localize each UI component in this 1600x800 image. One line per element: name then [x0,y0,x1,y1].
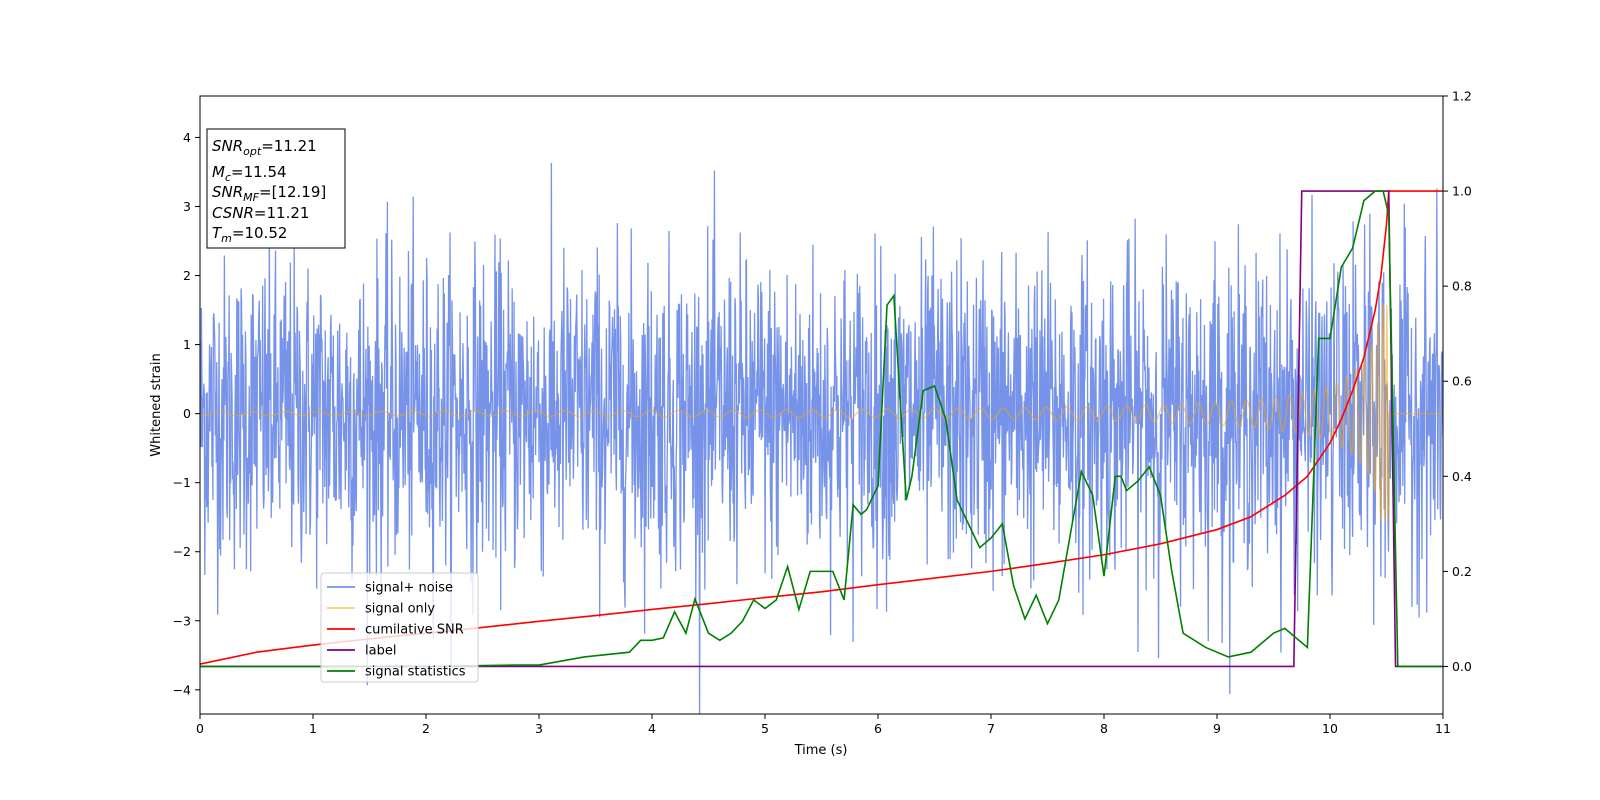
plot-area [200,163,1443,714]
x-tick-label: 3 [535,721,543,736]
x-tick-label: 2 [422,721,430,736]
y2-tick-label: 1.0 [1452,184,1472,199]
y2-tick-label: 0.8 [1452,279,1472,294]
y-tick-label: −2 [173,544,191,559]
y2-tick-label: 0.4 [1452,469,1472,484]
annotation-mc: Mc=11.54 [212,163,287,184]
legend: signal+ noise signal only cumilative SNR la… [320,572,479,683]
legend-label: label [365,644,396,659]
annotation-snr-opt: SNRopt=11.21 [212,137,317,158]
x-tick-label: 10 [1322,721,1338,736]
y-tick-label: 4 [183,130,191,145]
x-tick-label: 11 [1435,721,1451,736]
x-tick-label: 5 [761,721,769,736]
legend-label: signal only [365,602,435,617]
y-axis-right: 0.0 0.2 0.4 0.6 0.8 1.0 1.2 [1443,89,1472,674]
x-tick-label: 9 [1213,721,1221,736]
annotation-snr-mf: SNRMF=[12.19] [212,183,326,204]
annotation-box: SNRopt=11.21 Mc=11.54 SNRMF=[12.19] CSNR… [206,128,346,249]
y2-tick-label: 1.2 [1452,89,1472,104]
y-tick-label: 3 [183,199,191,214]
legend-label: signal+ noise [365,581,453,596]
y2-tick-label: 0.0 [1452,659,1472,674]
legend-label: cumilative SNR [365,623,464,638]
x-tick-label: 1 [309,721,317,736]
series-cumulative-snr-line [200,190,1443,665]
y-tick-label: 1 [183,337,191,352]
y-tick-label: −4 [173,682,191,697]
y-axis-left: −4 −3 −2 −1 0 1 2 3 4 [173,130,200,697]
x-tick-label: 0 [196,721,204,736]
series-signal-noise-line [200,163,1443,714]
x-tick-label: 6 [874,721,882,736]
series-signal-only-line [200,303,1443,523]
plot-frame [199,95,1444,715]
x-tick-label: 7 [987,721,995,736]
y-tick-label: 2 [183,268,191,283]
y2-tick-label: 0.2 [1452,564,1472,579]
y2-tick-label: 0.6 [1452,374,1472,389]
legend-label: signal statistics [365,665,466,680]
annotation-tm: Tm=10.52 [212,224,287,245]
y-tick-label: −3 [173,613,191,628]
y-axis-label: Whitened strain [149,353,164,456]
x-tick-label: 4 [648,721,656,736]
x-tick-label: 8 [1100,721,1108,736]
x-axis: 0 1 2 3 4 5 6 7 8 9 10 11 [196,714,1451,736]
annotation-csnr: CSNR=11.21 [212,204,309,222]
y-tick-label: 0 [183,406,191,421]
series-signal-statistics-line [200,190,1443,668]
y-tick-label: −1 [173,475,191,490]
x-axis-label: Time (s) [794,743,848,758]
